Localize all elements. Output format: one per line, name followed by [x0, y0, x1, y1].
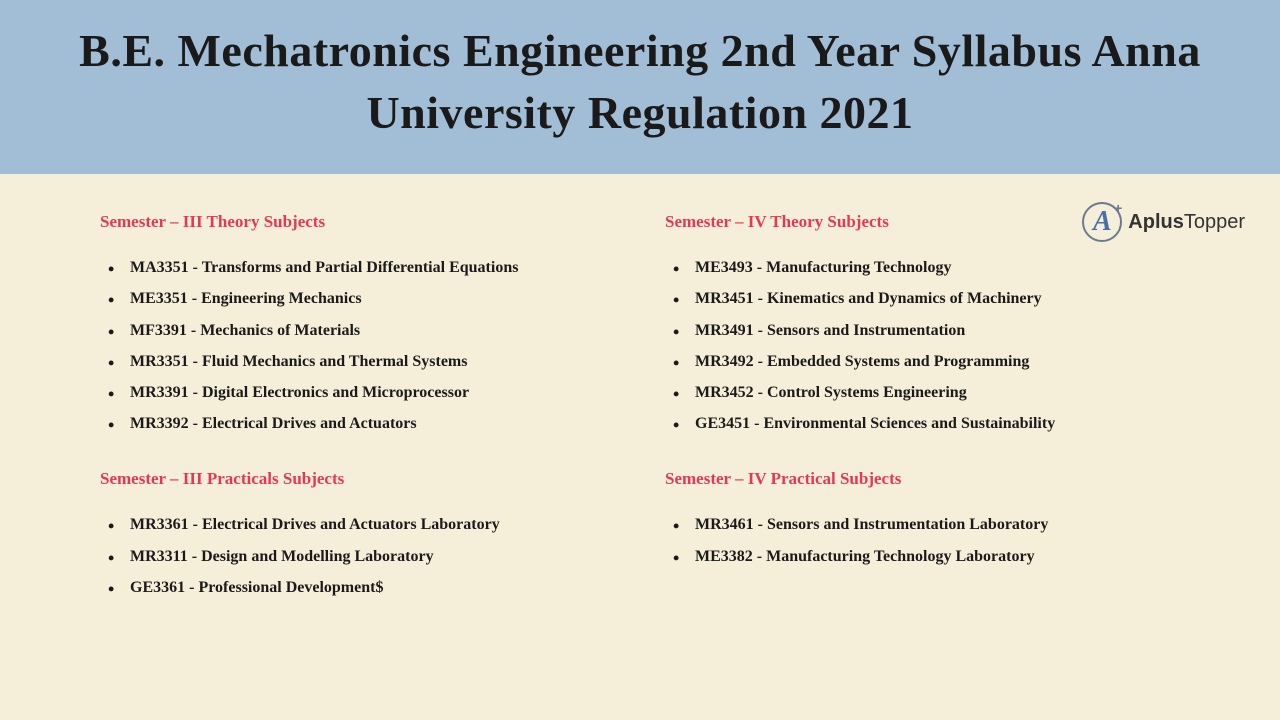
content-area: Semester – III Theory Subjects MA3351 - …	[0, 174, 1280, 633]
page-title: B.E. Mechatronics Engineering 2nd Year S…	[40, 20, 1240, 144]
logo-brand-light: Topper	[1184, 211, 1245, 233]
list-item: MR3351 - Fluid Mechanics and Thermal Sys…	[108, 346, 615, 377]
list-item: GE3361 - Professional Development$	[108, 572, 615, 603]
logo-letter: A	[1093, 206, 1112, 238]
sem4-practical-heading: Semester – IV Practical Subjects	[665, 469, 1180, 489]
list-item: GE3451 - Environmental Sciences and Sust…	[673, 408, 1180, 439]
right-column: Semester – IV Theory Subjects ME3493 - M…	[665, 204, 1180, 603]
list-item: MR3311 - Design and Modelling Laboratory	[108, 541, 615, 572]
list-item: MA3351 - Transforms and Partial Differen…	[108, 252, 615, 283]
list-item: MR3461 - Sensors and Instrumentation Lab…	[673, 509, 1180, 540]
sem3-theory-heading: Semester – III Theory Subjects	[100, 212, 615, 232]
list-item: ME3351 - Engineering Mechanics	[108, 283, 615, 314]
brand-logo: A + AplusTopper	[1082, 202, 1245, 242]
list-item: MF3391 - Mechanics of Materials	[108, 315, 615, 346]
list-item: ME3493 - Manufacturing Technology	[673, 252, 1180, 283]
sem3-practical-list: MR3361 - Electrical Drives and Actuators…	[100, 509, 615, 603]
list-item: MR3492 - Embedded Systems and Programmin…	[673, 346, 1180, 377]
sem4-theory-list: ME3493 - Manufacturing Technology MR3451…	[665, 252, 1180, 439]
list-item: MR3361 - Electrical Drives and Actuators…	[108, 509, 615, 540]
logo-badge-icon: A +	[1082, 202, 1122, 242]
list-item: MR3452 - Control Systems Engineering	[673, 377, 1180, 408]
left-column: Semester – III Theory Subjects MA3351 - …	[100, 204, 615, 603]
list-item: MR3391 - Digital Electronics and Micropr…	[108, 377, 615, 408]
sem3-practical-heading: Semester – III Practicals Subjects	[100, 469, 615, 489]
logo-text: AplusTopper	[1128, 211, 1245, 234]
sem4-practical-list: MR3461 - Sensors and Instrumentation Lab…	[665, 509, 1180, 571]
logo-plus-icon: +	[1114, 200, 1122, 216]
page-header: B.E. Mechatronics Engineering 2nd Year S…	[0, 0, 1280, 174]
list-item: MR3491 - Sensors and Instrumentation	[673, 315, 1180, 346]
list-item: MR3451 - Kinematics and Dynamics of Mach…	[673, 283, 1180, 314]
sem3-theory-list: MA3351 - Transforms and Partial Differen…	[100, 252, 615, 439]
list-item: MR3392 - Electrical Drives and Actuators	[108, 408, 615, 439]
logo-brand-bold: Aplus	[1128, 211, 1184, 233]
list-item: ME3382 - Manufacturing Technology Labora…	[673, 541, 1180, 572]
